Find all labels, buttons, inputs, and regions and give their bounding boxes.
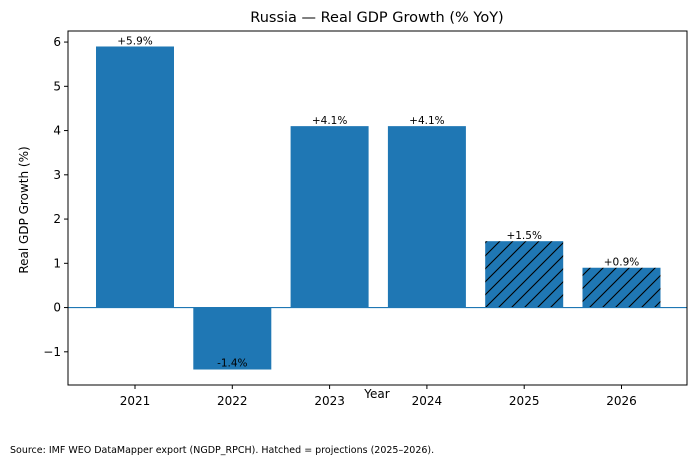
data-label-2025: +1.5% bbox=[506, 230, 541, 242]
bar-2022 bbox=[193, 307, 272, 370]
bar-2026 bbox=[582, 267, 661, 308]
x-axis-label: Year bbox=[363, 387, 389, 401]
plot-area: +5.9% -1.4% +4.1% +4.1% +1.5% +0.9% −1 0 1 2 3 4 5 6 2… bbox=[43, 30, 688, 408]
x-tick-label: 2023 bbox=[314, 394, 345, 408]
y-tick-label: 3 bbox=[53, 168, 61, 182]
bar-2023 bbox=[290, 126, 369, 308]
data-label-2024: +4.1% bbox=[409, 115, 444, 127]
y-tick-label: 4 bbox=[53, 124, 61, 138]
bar-2021 bbox=[96, 46, 174, 308]
y-tick-label: 6 bbox=[53, 35, 61, 49]
data-label-2023: +4.1% bbox=[312, 115, 347, 127]
data-label-2026: +0.9% bbox=[604, 257, 639, 269]
data-label-2022: -1.4% bbox=[217, 358, 247, 370]
bar-2025 bbox=[485, 241, 564, 308]
y-tick-label: 5 bbox=[53, 79, 61, 93]
y-tick-label: 1 bbox=[53, 256, 61, 270]
x-tick-label: 2022 bbox=[217, 394, 248, 408]
x-tick-label: 2026 bbox=[606, 394, 637, 408]
y-tick-label: 2 bbox=[53, 212, 61, 226]
chart-title: Russia — Real GDP Growth (% YoY) bbox=[250, 10, 503, 26]
plot-frame bbox=[67, 30, 688, 386]
x-tick-label: 2024 bbox=[412, 394, 443, 408]
data-label-2021: +5.9% bbox=[117, 35, 152, 47]
y-tick-label: −1 bbox=[43, 345, 61, 359]
y-tick-label: 0 bbox=[53, 301, 61, 315]
x-tick-label: 2021 bbox=[120, 394, 151, 408]
bar-2024 bbox=[387, 126, 466, 308]
x-tick-label: 2025 bbox=[509, 394, 540, 408]
source-note: Source: IMF WEO DataMapper export (NGDP_… bbox=[10, 445, 435, 456]
y-axis-label: Real GDP Growth (%) bbox=[17, 146, 31, 273]
